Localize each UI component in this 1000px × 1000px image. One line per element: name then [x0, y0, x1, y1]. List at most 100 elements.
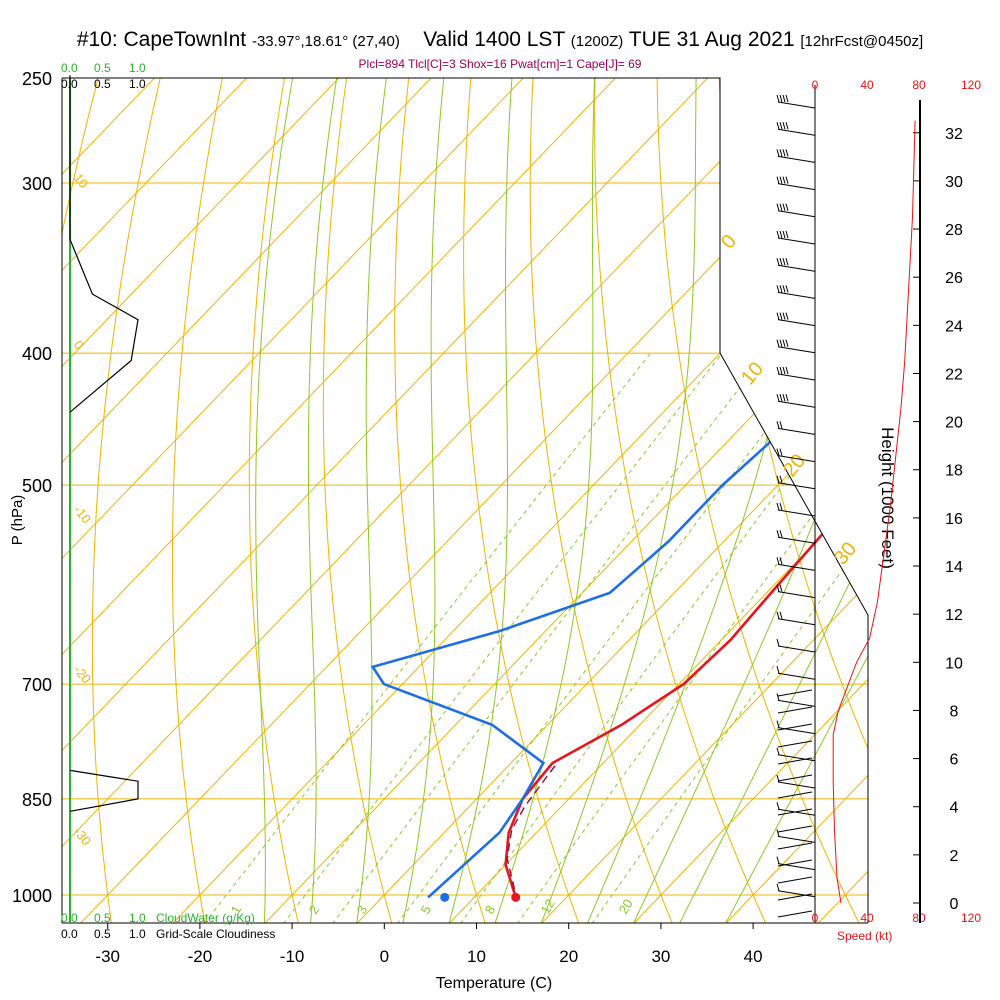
height-tick-label: 14: [945, 559, 963, 576]
speed-axis-title: Speed (kt): [837, 929, 892, 943]
wind-barb-staff: [777, 727, 816, 735]
moist-adiabat-line: [633, 380, 868, 923]
height-tick-label: 20: [945, 415, 963, 432]
wind-barb-flag: [785, 94, 789, 103]
theta-label: 10: [71, 170, 92, 191]
height-tick-label: 16: [945, 511, 963, 528]
height-tick-label: 4: [950, 800, 959, 817]
cloud-water-tick-bottom: 0.5: [94, 911, 111, 925]
plot-border: [62, 77, 869, 923]
wind-barb-flag: [776, 122, 780, 130]
speed-tick-bottom: 0: [812, 911, 819, 925]
wind-barb: [776, 557, 816, 571]
dry-adiabat-line: [594, 78, 767, 923]
speed-tick-top: 80: [912, 78, 926, 92]
moist-adiabat-line: [679, 543, 868, 923]
wind-barb-staff: [777, 890, 816, 898]
mixing-ratio-line: [592, 533, 868, 923]
height-tick-label: 6: [950, 752, 959, 769]
wind-barb: [776, 666, 816, 680]
x-tick-label: 40: [744, 947, 763, 966]
height-tick-label: 30: [945, 174, 963, 191]
wind-barb: [776, 530, 816, 544]
isotherm-line: [62, 78, 340, 368]
moist-adiabat-line: [494, 78, 596, 923]
wind-barb: [776, 312, 816, 327]
cloudiness-profile-lower: [69, 769, 139, 812]
wind-barb-flag: [776, 747, 780, 755]
cloudiness-profile-upper: [69, 75, 139, 413]
wind-barb-staff: [777, 781, 816, 789]
wind-barb-staff: [777, 536, 816, 544]
wind-barb-staff: [777, 346, 816, 354]
wind-barb-low: [777, 723, 813, 731]
wind-barb-flag: [785, 203, 789, 211]
wind-barb-flag: [779, 258, 783, 266]
wind-barb-flag: [779, 394, 783, 402]
isotherm-line: [356, 390, 868, 923]
wind-barb-low: [777, 859, 813, 867]
wind-barb-flag: [782, 149, 786, 157]
wind-barb-flag: [776, 421, 780, 429]
wind-barb-staff: [777, 291, 816, 299]
mixing-ratio-label: 20: [616, 896, 636, 916]
isotherm-line: [62, 78, 248, 272]
wind-barb: [776, 611, 816, 626]
forecast-label: [12hrFcst@0450z]: [800, 33, 924, 50]
speed-tick-bottom: 40: [860, 911, 874, 925]
wind-barb-flag: [785, 230, 789, 239]
speed-tick-top: 0: [812, 78, 819, 92]
wind-barb-low: [777, 706, 813, 714]
wind-barb: [776, 285, 816, 299]
wind-barb: [776, 829, 816, 843]
isotherm-line: [62, 78, 617, 656]
wind-barb: [776, 693, 816, 707]
moist-adiabat-line: [448, 78, 513, 923]
wind-barb-staff: [777, 563, 816, 571]
wind-barb-staff: [777, 699, 816, 707]
wind-barb: [776, 638, 816, 653]
wind-barb-flag: [776, 720, 780, 728]
wind-barb-low: [777, 689, 813, 697]
cloudiness-tick-bottom: 0.5: [94, 927, 111, 941]
dry-adiabat-line: [248, 78, 299, 923]
wind-barb-flag: [776, 856, 780, 864]
wind-barb-flag: [779, 448, 783, 456]
wind-barb-flag: [776, 339, 780, 347]
cloudiness-tick-bottom: 1.0: [129, 927, 146, 941]
wind-barb-flag: [776, 94, 780, 103]
wind-barb-flag: [779, 122, 783, 130]
wind-barb-flag: [782, 122, 786, 130]
wind-barb: [776, 366, 816, 381]
moist-adiabat-line: [307, 78, 338, 923]
height-tick-label: 24: [945, 318, 963, 335]
wind-barb-flag: [776, 448, 780, 456]
pressure-tick-label: 500: [22, 476, 52, 496]
wind-barb-flag: [779, 203, 783, 211]
dry-adiabat-line: [529, 78, 673, 923]
moist-adiabat-line: [540, 78, 697, 923]
wind-barb-flag: [776, 802, 780, 810]
dry-adiabat-line: [394, 78, 486, 923]
wind-barb-flag: [785, 394, 789, 402]
wind-barb-low: [777, 791, 813, 799]
wind-barb-low: [777, 842, 813, 850]
wind-barb-flag: [779, 312, 783, 320]
wind-barb: [776, 802, 816, 816]
wind-barb-staff: [777, 101, 816, 109]
speed-tick-top: 120: [961, 78, 981, 92]
zulu-time: (1200Z): [570, 33, 624, 50]
wind-barb-flag: [776, 149, 780, 157]
dry-adiabat-line: [171, 78, 223, 923]
mixing-ratio-line: [397, 352, 826, 923]
dry-adiabat-line: [463, 78, 580, 923]
cloud-water-tick-top: 0.0: [61, 61, 78, 75]
wind-barb-low: [777, 757, 813, 765]
wind-barb-flag: [782, 258, 786, 266]
surface-dewpoint-dot: [440, 892, 450, 902]
wind-barb-staff: [777, 128, 816, 136]
pressure-tick-label: 850: [22, 790, 52, 810]
wind-barb: [776, 149, 816, 163]
height-tick-label: 8: [950, 703, 959, 720]
wind-barb-flag: [779, 611, 783, 619]
